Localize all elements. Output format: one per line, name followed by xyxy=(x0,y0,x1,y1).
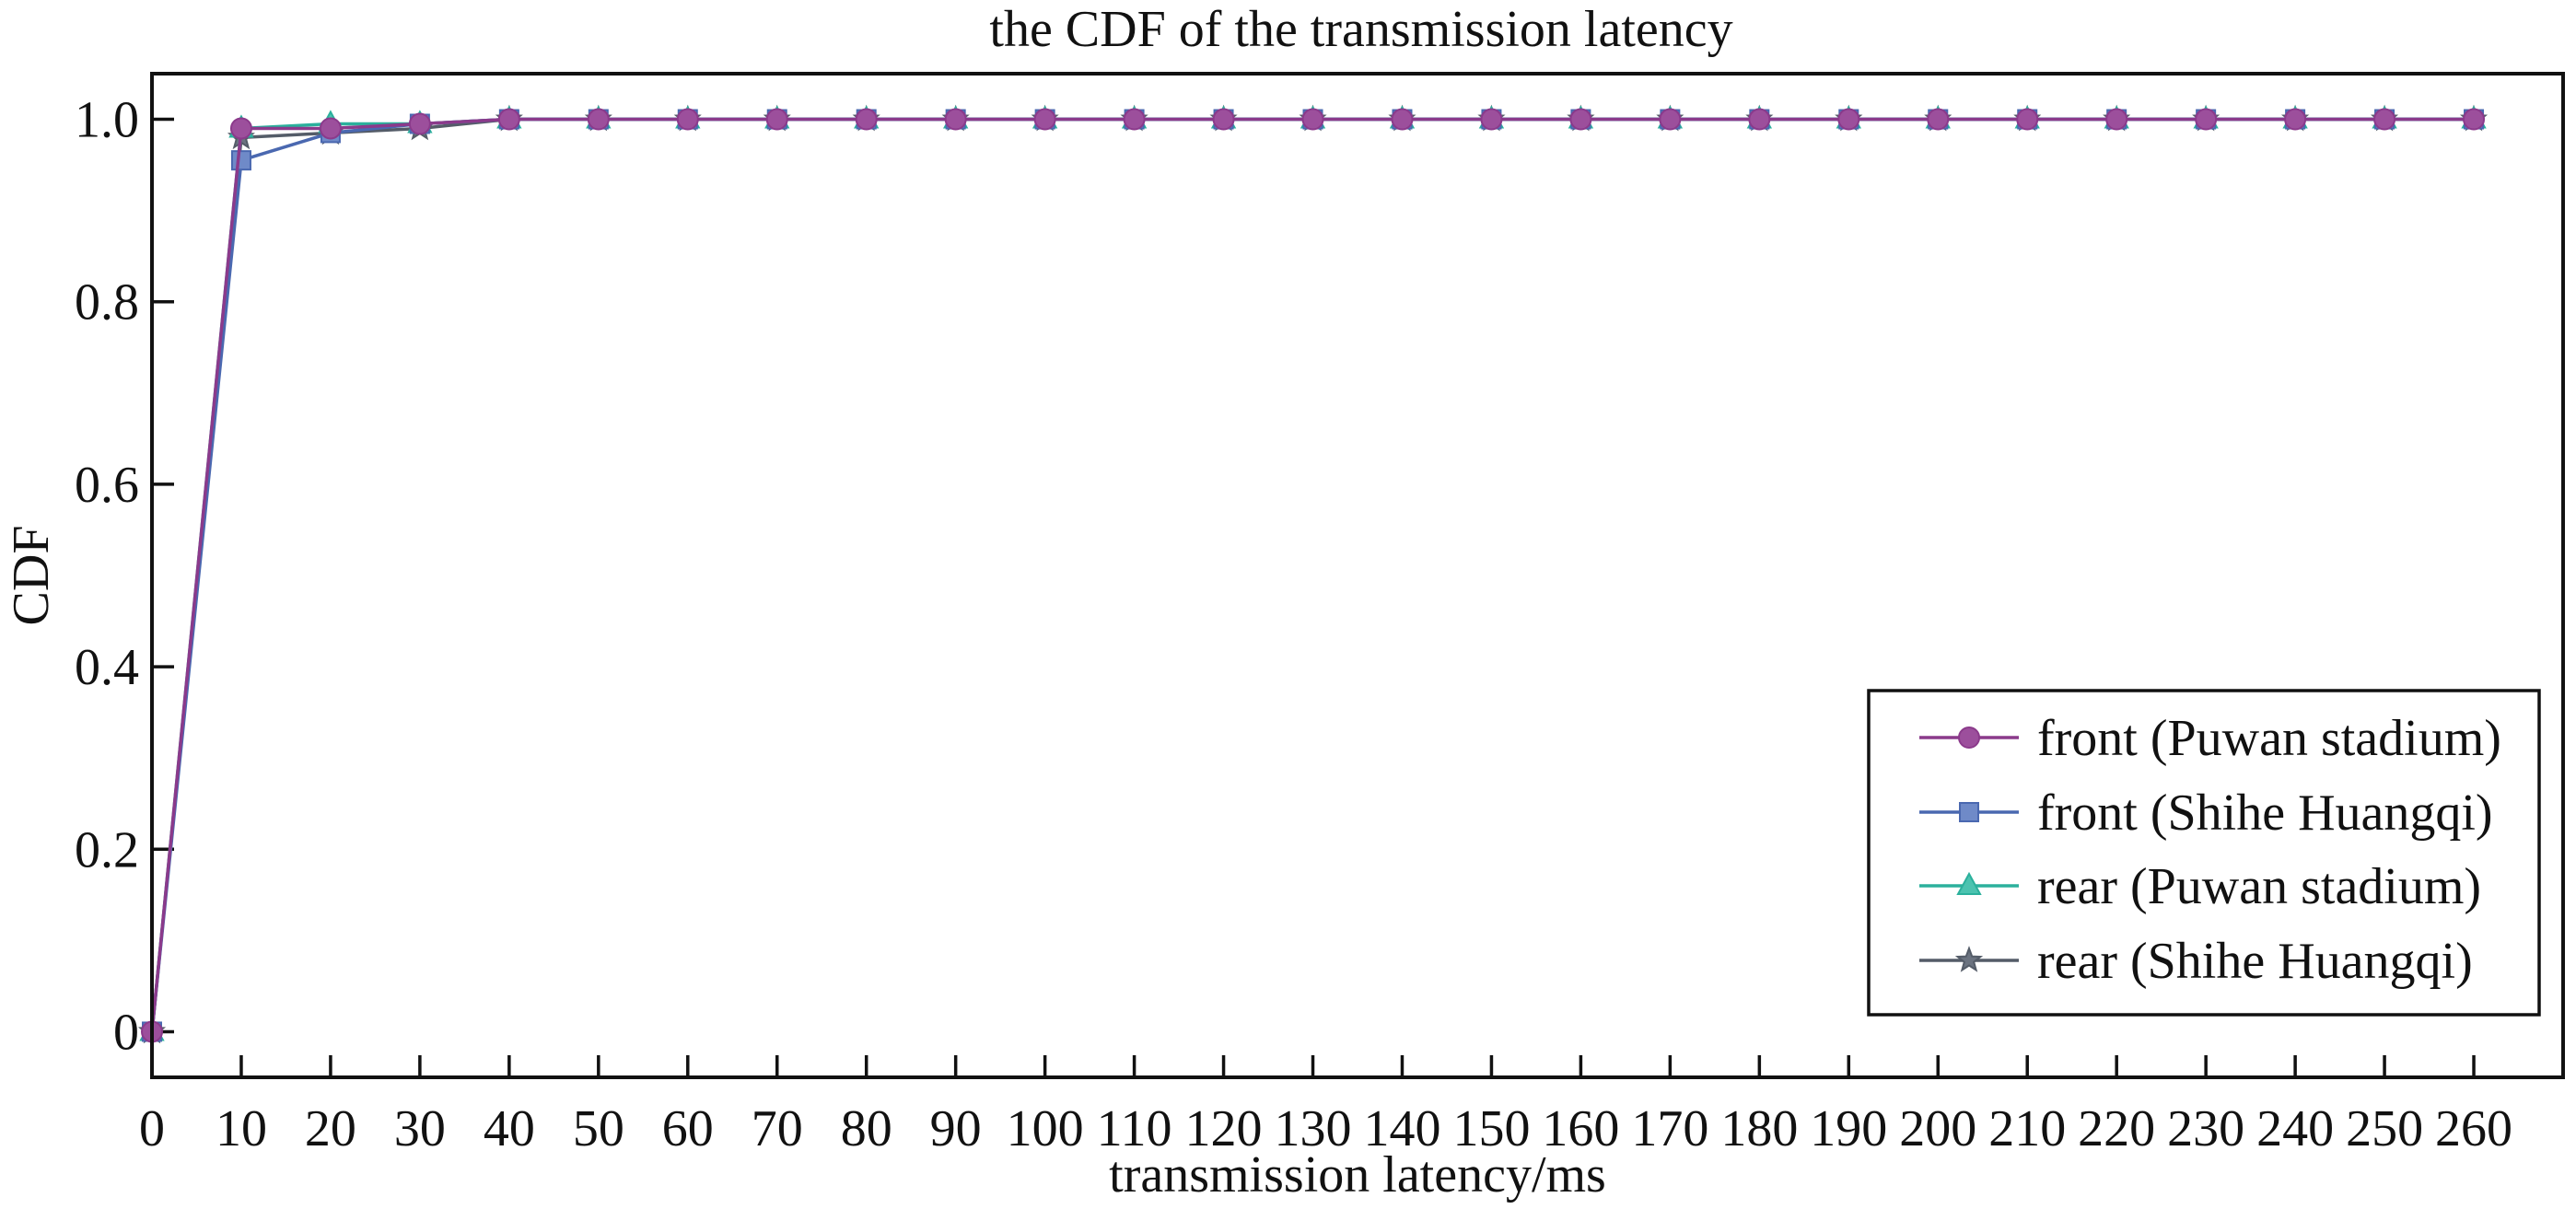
x-tick-label: 90 xyxy=(930,1100,982,1157)
y-tick-label: 0.8 xyxy=(75,274,139,331)
x-tick-label: 180 xyxy=(1720,1100,1798,1157)
y-axis-label: CDF xyxy=(3,526,60,626)
data-point-front-puwan-stadium xyxy=(2105,108,2128,131)
x-tick-label: 0 xyxy=(139,1100,165,1157)
legend-label: rear (Puwan stadium) xyxy=(2037,858,2481,915)
legend-sample xyxy=(1919,727,2019,749)
legend-entry-rear-puwan-stadium: rear (Puwan stadium) xyxy=(1919,858,2481,915)
x-tick-label: 110 xyxy=(1097,1100,1172,1157)
x-axis-label: transmission latency/ms xyxy=(1109,1146,1606,1203)
x-tick-label: 220 xyxy=(2078,1100,2155,1157)
data-point-front-puwan-stadium xyxy=(1569,108,1592,131)
data-point-front-puwan-stadium xyxy=(1212,108,1235,131)
chart-title: the CDF of the transmission latency xyxy=(989,1,1732,58)
legend: front (Puwan stadium) front (Shihe Huang… xyxy=(1867,689,2541,1017)
x-tick-label: 260 xyxy=(2435,1100,2512,1157)
data-point-front-puwan-stadium xyxy=(944,108,967,131)
data-point-front-puwan-stadium xyxy=(229,117,252,140)
legend-marker-front-puwan-stadium xyxy=(1958,727,1980,749)
x-tick-label: 170 xyxy=(1631,1100,1708,1157)
x-tick-label: 130 xyxy=(1275,1100,1352,1157)
data-point-front-puwan-stadium xyxy=(1837,108,1860,131)
data-point-front-puwan-stadium xyxy=(1748,108,1771,131)
x-tick-label: 70 xyxy=(752,1100,803,1157)
x-tick-label: 210 xyxy=(1988,1100,2066,1157)
data-point-front-puwan-stadium xyxy=(855,108,878,131)
data-point-front-puwan-stadium xyxy=(676,108,699,131)
axis-ticks: 0 0.2 0.4 0.6 0.8 1.0 0 10 20 30 40 50 60 70 80 90 100 11… xyxy=(75,92,2512,1157)
x-tick-label: 30 xyxy=(394,1100,446,1157)
data-point-front-puwan-stadium xyxy=(2195,108,2218,131)
legend-marker-rear-shihe-huangqi xyxy=(1954,946,1984,972)
x-tick-label: 60 xyxy=(662,1100,714,1157)
legend-label: front (Shihe Huangqi) xyxy=(2037,785,2493,842)
data-point-front-puwan-stadium xyxy=(497,108,520,131)
x-tick-label: 10 xyxy=(216,1100,267,1157)
x-tick-label: 200 xyxy=(1899,1100,1976,1157)
data-point-front-puwan-stadium xyxy=(2463,108,2486,131)
x-tick-label: 230 xyxy=(2167,1100,2244,1157)
data-point-front-puwan-stadium xyxy=(1033,108,1056,131)
legend-sample xyxy=(1919,802,2019,822)
data-point-front-puwan-stadium xyxy=(408,112,431,135)
x-tick-label: 120 xyxy=(1185,1100,1263,1157)
y-tick-label: 0.2 xyxy=(75,821,139,878)
data-point-front-shihe-huangqi xyxy=(230,150,251,171)
series-layer xyxy=(137,104,2489,1044)
x-tick-label: 50 xyxy=(573,1100,624,1157)
y-tick-label: 0.6 xyxy=(75,457,139,514)
legend-sample xyxy=(1919,946,2019,972)
data-point-front-puwan-stadium xyxy=(2016,108,2039,131)
legend-marker-front-shihe-huangqi xyxy=(1959,802,1979,822)
data-point-front-puwan-stadium xyxy=(319,117,342,140)
plot-area: 0 0.2 0.4 0.6 0.8 1.0 0 10 20 30 40 50 60 70 80 90 100 11… xyxy=(75,72,2565,1157)
y-tick-label: 1.0 xyxy=(75,92,139,149)
legend-entry-front-puwan-stadium: front (Puwan stadium) xyxy=(1919,710,2501,767)
x-tick-label: 240 xyxy=(2256,1100,2334,1157)
data-point-front-puwan-stadium xyxy=(1480,108,1503,131)
legend-marker-rear-puwan-stadium xyxy=(1956,871,1982,895)
legend-entry-rear-shihe-huangqi: rear (Shihe Huangqi) xyxy=(1919,933,2473,990)
legend-entry-front-shihe-huangqi: front (Shihe Huangqi) xyxy=(1919,785,2493,842)
x-tick-label: 40 xyxy=(484,1100,535,1157)
x-tick-label: 100 xyxy=(1007,1100,1084,1157)
data-point-front-puwan-stadium xyxy=(1391,108,1414,131)
data-point-front-puwan-stadium xyxy=(765,108,788,131)
series-front-puwan-stadium xyxy=(141,108,2486,1043)
legend-label: rear (Shihe Huangqi) xyxy=(2037,933,2473,990)
y-tick-label: 0 xyxy=(113,1004,139,1061)
data-point-front-puwan-stadium xyxy=(1659,108,1682,131)
x-tick-label: 250 xyxy=(2346,1100,2423,1157)
legend-sample xyxy=(1919,871,2019,895)
data-point-front-puwan-stadium xyxy=(587,108,610,131)
x-tick-label: 80 xyxy=(841,1100,892,1157)
data-point-front-puwan-stadium xyxy=(2373,108,2396,131)
x-tick-label: 190 xyxy=(1810,1100,1887,1157)
x-tick-label: 150 xyxy=(1452,1100,1530,1157)
data-point-front-puwan-stadium xyxy=(2284,108,2307,131)
x-tick-label: 160 xyxy=(1542,1100,1619,1157)
y-tick-label: 0.4 xyxy=(75,639,139,696)
data-point-front-puwan-stadium xyxy=(1123,108,1146,131)
x-tick-label: 140 xyxy=(1363,1100,1440,1157)
plot-frame xyxy=(150,72,2565,1079)
data-point-front-puwan-stadium xyxy=(1927,108,1950,131)
data-point-front-puwan-stadium xyxy=(1301,108,1324,131)
x-tick-label: 20 xyxy=(305,1100,356,1157)
legend-label: front (Puwan stadium) xyxy=(2037,710,2501,767)
